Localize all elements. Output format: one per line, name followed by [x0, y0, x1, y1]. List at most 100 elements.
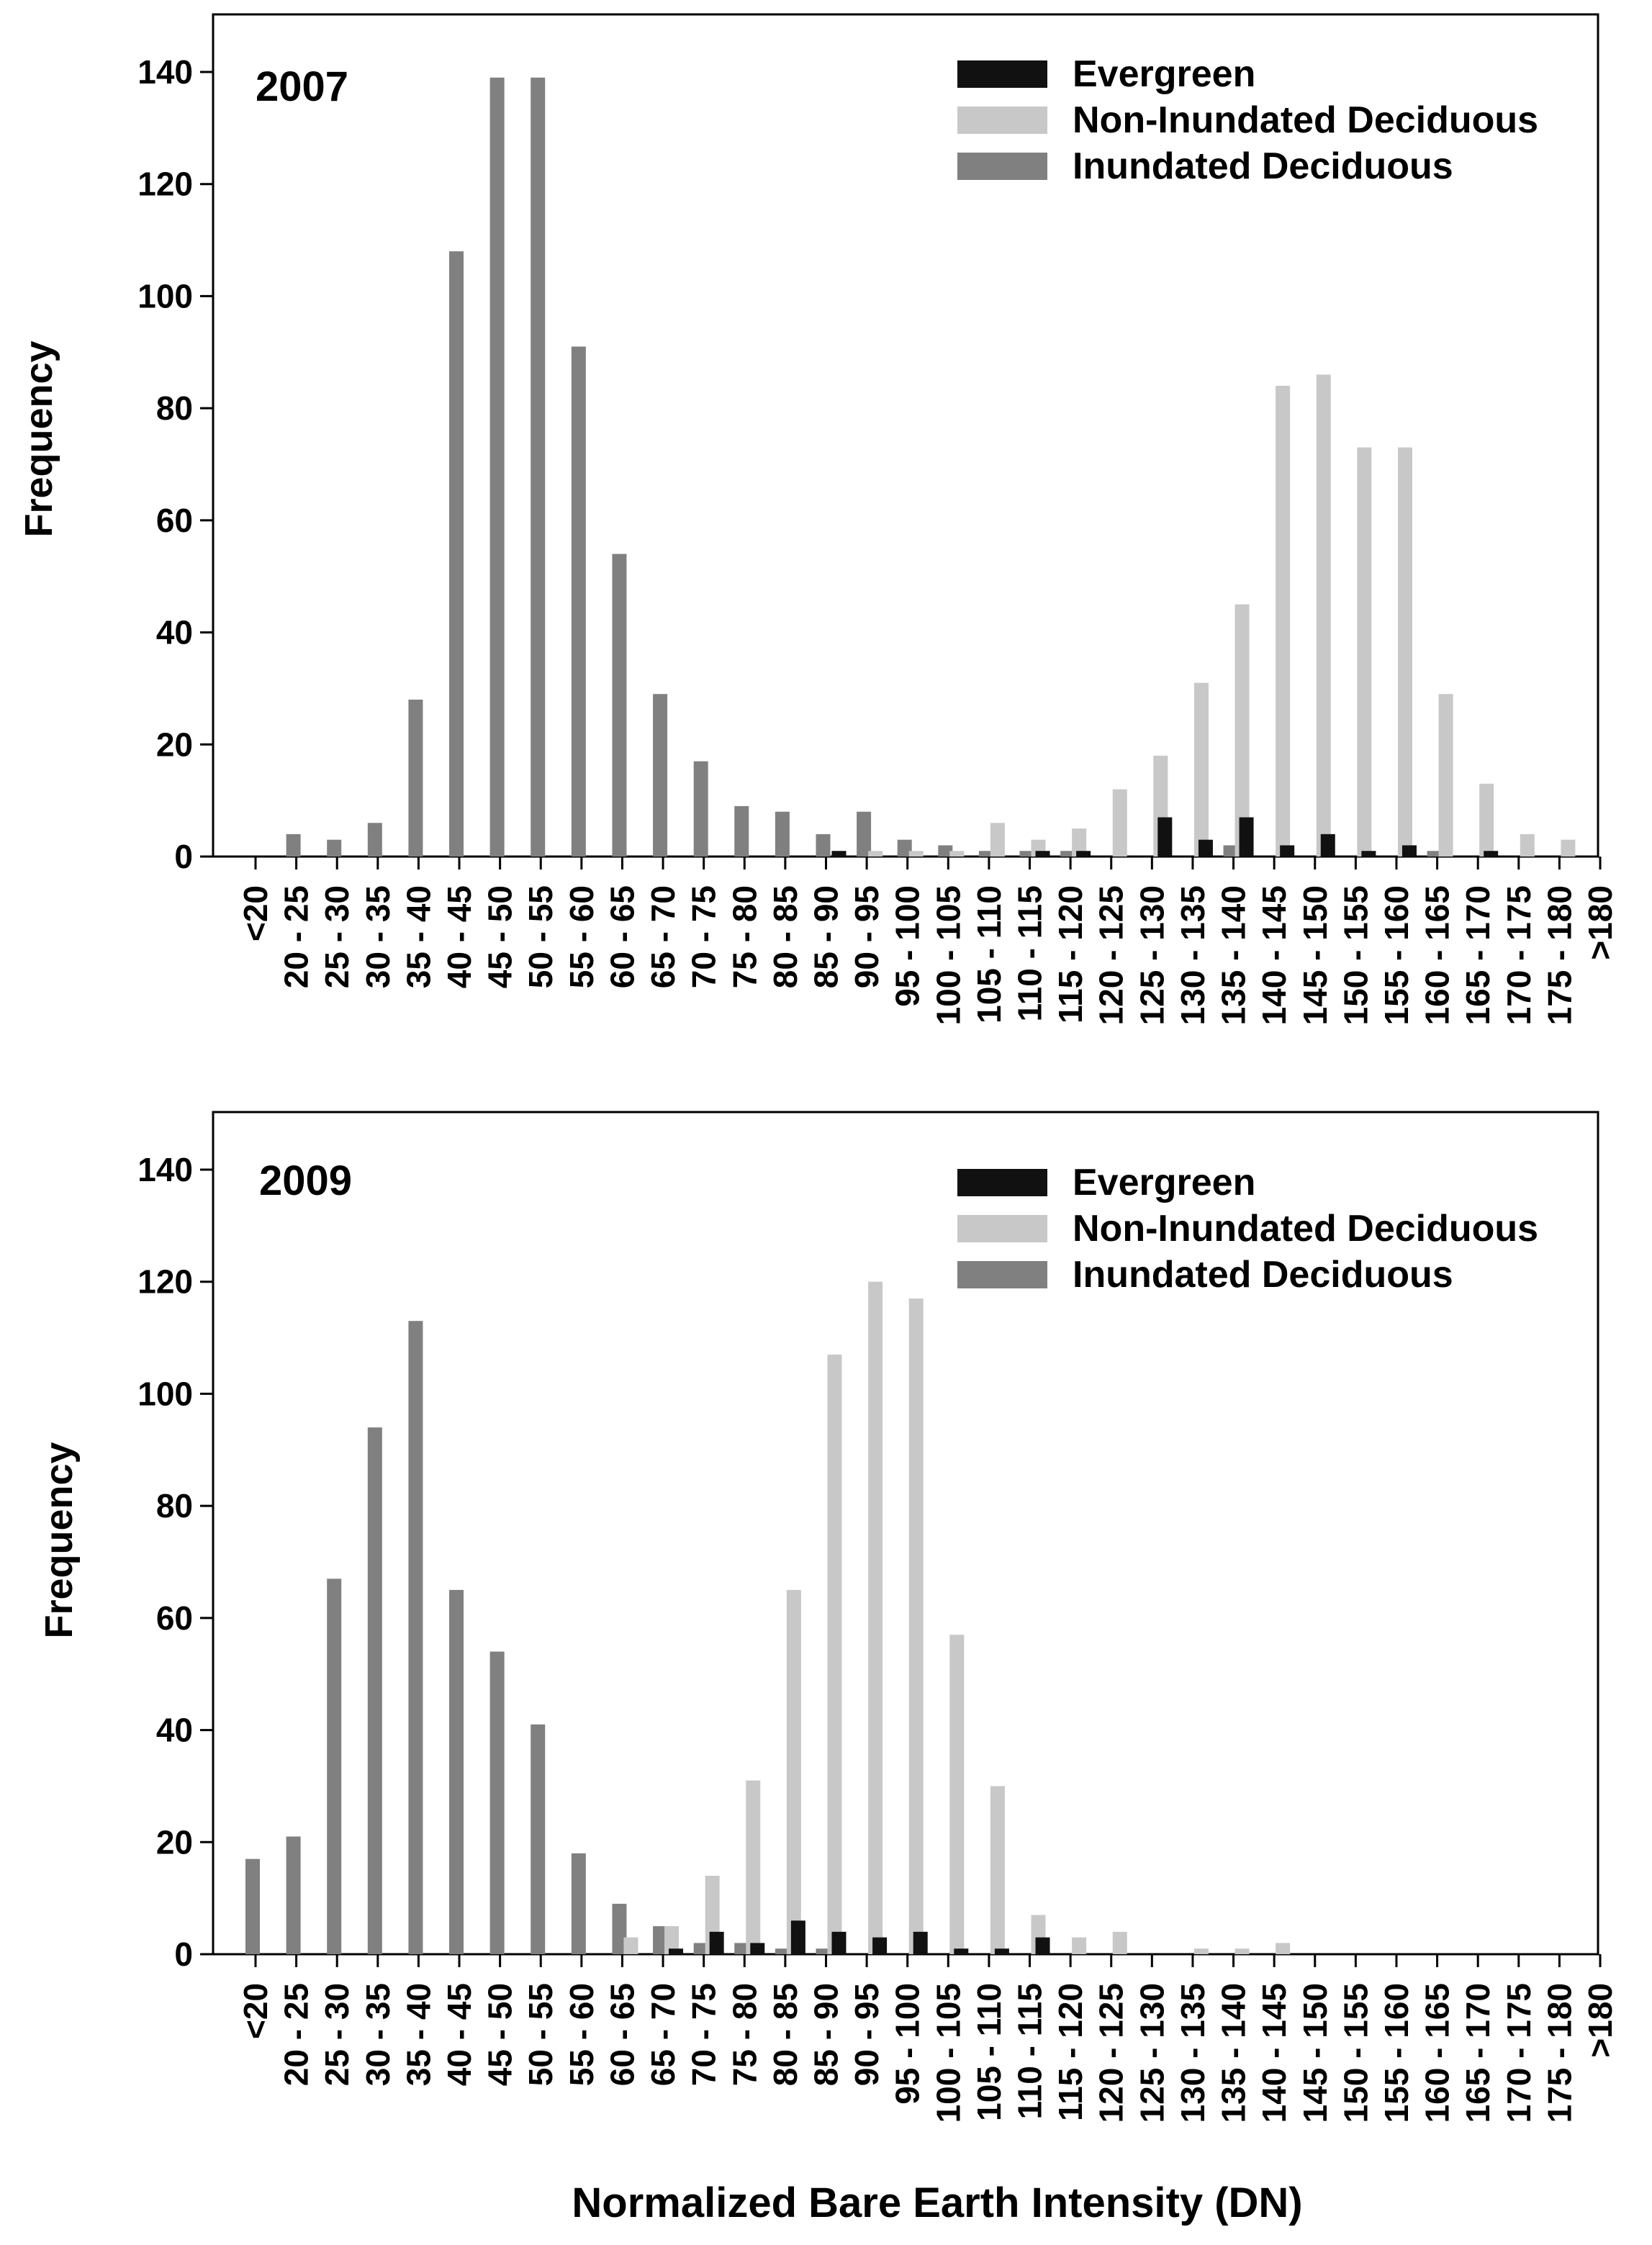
- bar-non-inundated-deciduous: [949, 851, 965, 857]
- x-category-label: 175 - 180: [1540, 885, 1578, 1025]
- bar-evergreen: [831, 1931, 847, 1954]
- bar-non-inundated-deciduous: [1316, 374, 1331, 857]
- x-category-label: 100 - 105: [929, 1983, 967, 2123]
- bar-evergreen: [1198, 839, 1213, 857]
- bar-non-inundated-deciduous: [786, 1589, 801, 1954]
- x-category-label: 125 - 130: [1133, 885, 1170, 1025]
- y-axis-label: Frequency: [17, 340, 60, 537]
- x-category-label: 125 - 130: [1133, 1983, 1170, 2123]
- bar-inundated-deciduous: [653, 694, 668, 857]
- bar-inundated-deciduous: [489, 1651, 505, 1954]
- bar-inundated-deciduous: [816, 1948, 831, 1954]
- bar-inundated-deciduous: [1223, 845, 1238, 857]
- x-category-label: 115 - 120: [1052, 1983, 1089, 2121]
- bar-non-inundated-deciduous: [1235, 1948, 1250, 1954]
- x-category-label: 80 - 85: [767, 885, 804, 988]
- y-tick-label: 0: [174, 838, 193, 875]
- y-axis-label: Frequency: [37, 1442, 81, 1638]
- y-tick-label: 80: [156, 389, 193, 427]
- bar-non-inundated-deciduous: [908, 1298, 924, 1954]
- x-category-label: 40 - 45: [441, 885, 478, 988]
- bar-inundated-deciduous: [816, 834, 831, 857]
- bar-inundated-deciduous: [734, 805, 749, 857]
- legend: Evergreen Non-Inundated DeciduousInundate…: [957, 1162, 1538, 1296]
- bar-evergreen: [1076, 851, 1091, 857]
- legend-label: Non-Inundated Deciduous: [1073, 1208, 1538, 1250]
- plot-frame: [212, 1111, 1599, 1956]
- bar-inundated-deciduous: [571, 346, 586, 857]
- x-category-label: 120 - 125: [1093, 1983, 1130, 2123]
- bar-non-inundated-deciduous: [1072, 828, 1087, 857]
- x-category-label: 45 - 50: [482, 1983, 519, 2086]
- legend-swatch: [957, 60, 1047, 88]
- bar-inundated-deciduous: [489, 77, 505, 857]
- x-category-label: 145 - 150: [1296, 1983, 1334, 2123]
- x-category-label: 135 - 140: [1215, 1983, 1252, 2123]
- bar-non-inundated-deciduous: [623, 1937, 638, 1954]
- x-category-label: 65 - 70: [644, 1983, 682, 2086]
- bar-inundated-deciduous: [449, 1589, 464, 1954]
- x-category-label: 105 - 110: [970, 1983, 1008, 2121]
- bar-evergreen: [669, 1948, 684, 1954]
- x-category-label: 20 - 25: [278, 1983, 315, 2086]
- x-category-label: 155 - 160: [1378, 1983, 1415, 2123]
- bar-inundated-deciduous: [1427, 851, 1442, 857]
- bar-inundated-deciduous: [408, 700, 423, 857]
- x-category-label: 65 - 70: [644, 885, 682, 988]
- bar-inundated-deciduous: [1060, 851, 1075, 857]
- bar-inundated-deciduous: [653, 1926, 668, 1954]
- x-category-label: 165 - 170: [1459, 1983, 1497, 2123]
- x-category-label: 45 - 50: [482, 885, 519, 988]
- x-category-label: 100 - 105: [929, 885, 967, 1025]
- x-category-label: 115 - 120: [1052, 885, 1089, 1024]
- bar-non-inundated-deciduous: [1193, 1948, 1209, 1954]
- x-category-label: >180: [1581, 885, 1619, 960]
- bar-non-inundated-deciduous: [1520, 834, 1535, 857]
- x-category-label: 25 - 30: [318, 885, 356, 988]
- x-category-label: 150 - 155: [1337, 1983, 1374, 2123]
- x-axis-label: Normalized Bare Earth Intensity (DN): [572, 2179, 1302, 2226]
- x-category-label: 75 - 80: [726, 1983, 763, 2086]
- bar-inundated-deciduous: [245, 1858, 260, 1954]
- bar-inundated-deciduous: [286, 834, 301, 857]
- bar-non-inundated-deciduous: [664, 1926, 680, 1954]
- bar-non-inundated-deciduous: [1438, 694, 1453, 857]
- y-tick-label: 20: [156, 1823, 193, 1861]
- y-tick-label: 140: [137, 53, 193, 91]
- bar-non-inundated-deciduous: [868, 1281, 883, 1954]
- bar-non-inundated-deciduous: [1072, 1937, 1087, 1954]
- x-category-label: 110 - 115: [1011, 1983, 1049, 2119]
- x-category-label: 130 - 135: [1174, 885, 1211, 1025]
- legend-label: Evergreen: [1073, 1162, 1255, 1203]
- bar-evergreen: [709, 1931, 724, 1954]
- bar-non-inundated-deciduous: [1397, 447, 1412, 857]
- y-tick-label: 40: [156, 1712, 193, 1749]
- bar-inundated-deciduous: [775, 1948, 790, 1954]
- bar-inundated-deciduous: [1019, 851, 1034, 857]
- legend-swatch: [957, 1261, 1047, 1288]
- bar-inundated-deciduous: [531, 77, 546, 857]
- x-category-label: 140 - 145: [1255, 1983, 1293, 2123]
- bar-evergreen: [1484, 851, 1499, 857]
- bar-non-inundated-deciduous: [827, 1354, 842, 1954]
- legend-swatch: [957, 1215, 1047, 1242]
- bar-inundated-deciduous: [408, 1321, 423, 1954]
- legend-swatch: [957, 153, 1047, 180]
- bar-inundated-deciduous: [612, 554, 627, 857]
- x-category-label: 95 - 100: [889, 885, 926, 1007]
- bar-inundated-deciduous: [734, 1943, 749, 1954]
- y-tick-label: 20: [156, 726, 193, 763]
- bar-inundated-deciduous: [327, 839, 342, 857]
- bar-inundated-deciduous: [571, 1853, 586, 1954]
- x-category-label: 60 - 65: [603, 1983, 641, 2086]
- panel-title: 2007: [256, 63, 348, 110]
- bar-inundated-deciduous: [286, 1836, 301, 1954]
- bar-non-inundated-deciduous: [908, 851, 924, 857]
- bar-non-inundated-deciduous: [990, 1786, 1005, 1954]
- bar-inundated-deciduous: [938, 845, 953, 857]
- y-tick-label: 80: [156, 1487, 193, 1524]
- bar-non-inundated-deciduous: [1561, 839, 1576, 857]
- bar-evergreen: [1320, 834, 1335, 857]
- bar-evergreen: [954, 1948, 969, 1954]
- bar-inundated-deciduous: [367, 823, 382, 857]
